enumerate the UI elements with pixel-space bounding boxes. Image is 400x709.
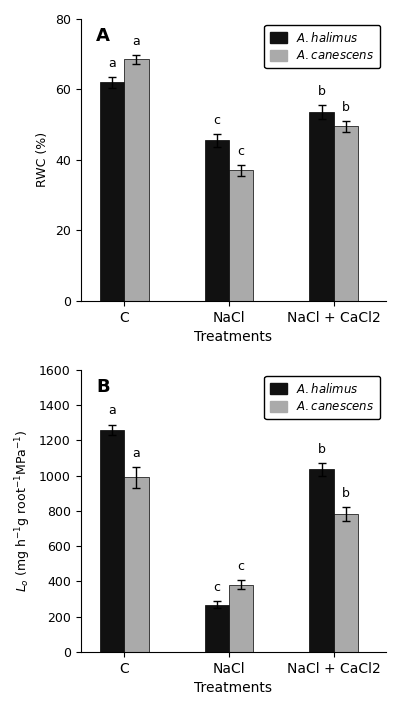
- Y-axis label: RWC (%): RWC (%): [36, 133, 49, 187]
- Text: c: c: [238, 560, 245, 574]
- Bar: [334, 515, 358, 652]
- X-axis label: Treatments: Treatments: [194, 330, 272, 344]
- Bar: [334, 126, 358, 301]
- Bar: [100, 430, 124, 652]
- Bar: [229, 170, 254, 301]
- Text: a: a: [108, 57, 116, 70]
- Bar: [229, 585, 254, 652]
- Bar: [204, 605, 229, 652]
- Text: c: c: [213, 114, 220, 127]
- Bar: [100, 82, 124, 301]
- Legend: $\it{A. halimus}$, $\it{A. canescens}$: $\it{A. halimus}$, $\it{A. canescens}$: [264, 25, 380, 68]
- Bar: [204, 140, 229, 301]
- Bar: [309, 112, 334, 301]
- Text: c: c: [213, 581, 220, 594]
- Legend: $\it{A. halimus}$, $\it{A. canescens}$: $\it{A. halimus}$, $\it{A. canescens}$: [264, 376, 380, 419]
- Bar: [124, 60, 149, 301]
- Y-axis label: $\mathit{L}_o$ (mg h$^{-1}$g root$^{-1}$MPa$^{-1}$): $\mathit{L}_o$ (mg h$^{-1}$g root$^{-1}$…: [14, 430, 34, 592]
- Text: b: b: [318, 443, 326, 457]
- Text: A: A: [96, 28, 110, 45]
- Text: b: b: [342, 101, 350, 114]
- Text: a: a: [133, 447, 140, 459]
- Text: b: b: [318, 85, 326, 98]
- Bar: [309, 469, 334, 652]
- Text: b: b: [342, 487, 350, 501]
- X-axis label: Treatments: Treatments: [194, 681, 272, 695]
- Text: B: B: [96, 379, 110, 396]
- Bar: [124, 477, 149, 652]
- Text: a: a: [133, 35, 140, 48]
- Text: a: a: [108, 405, 116, 418]
- Text: c: c: [238, 145, 245, 158]
